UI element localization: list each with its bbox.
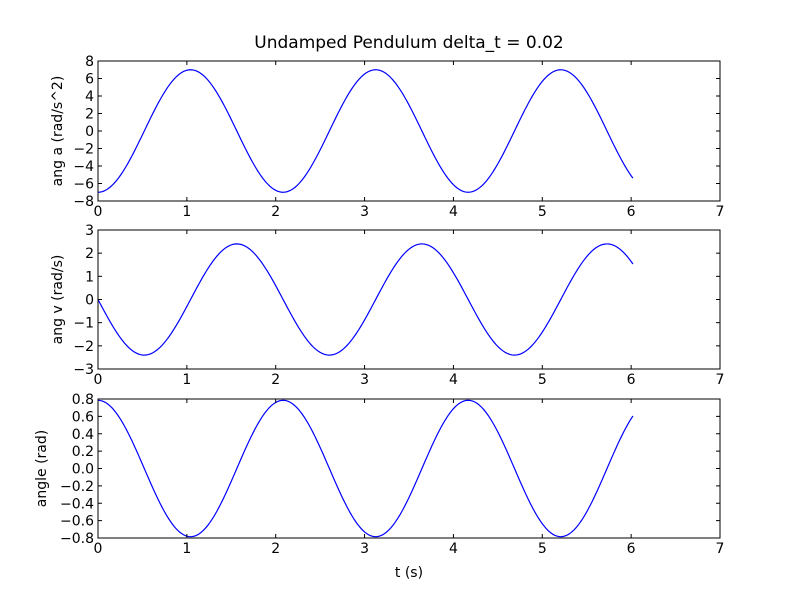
y-tick-label: 8 [85,54,94,70]
x-tick-label: 0 [94,541,103,557]
x-tick-label: 0 [94,204,103,220]
x-tick-label: 7 [716,372,725,388]
y-tick-label: 0 [85,293,94,309]
x-tick-label: 4 [449,204,458,220]
y-tick-label: 2 [85,246,94,262]
y-tick-label: 1 [85,269,94,285]
x-tick-label: 7 [716,204,725,220]
y-tick-label: −0.8 [60,531,94,547]
x-axis-label: t (s) [395,565,423,581]
x-tick-label: 6 [627,204,636,220]
axes-frame-acceleration [97,60,721,202]
y-tick-label: 0.6 [72,409,94,425]
y-tick-label: 4 [85,89,94,105]
y-axis-label-angle: angle (rad) [34,430,50,507]
series-line-angle [97,399,634,538]
y-tick-label: 6 [85,72,94,88]
x-tick-label: 6 [627,372,636,388]
x-tick-label: 2 [271,372,280,388]
x-tick-label: 3 [360,372,369,388]
y-tick-label: 0.2 [72,444,94,460]
subplot-angle: 0 1 2 3 4 5 6 7 −0.8−0.6 −0.4−0.20.0 0.20.4 0.60.8 a… [34,392,724,581]
y-tick-label: 0.0 [72,462,94,478]
series-line-acceleration [97,69,634,193]
x-tick-label: 0 [94,372,103,388]
x-tick-label: 4 [449,541,458,557]
y-tick-label: 0.8 [72,392,94,408]
x-tick-label: 3 [360,541,369,557]
y-tick-label: −2 [73,339,94,355]
x-tick-label: 1 [182,541,191,557]
x-tick-label: 1 [182,204,191,220]
x-tick-label: 6 [627,541,636,557]
x-tick-label: 3 [360,204,369,220]
x-tick-label: 7 [716,541,725,557]
x-tick-label: 4 [449,372,458,388]
y-tick-label: −1 [73,316,94,332]
y-tick-label: −2 [73,142,94,158]
y-tick-label: 3 [85,223,94,239]
x-tick-label: 2 [271,204,280,220]
y-tick-label: −8 [73,194,94,210]
y-tick-label: −0.6 [60,514,94,530]
x-tick-label: 5 [538,204,547,220]
y-tick-label: −0.4 [60,496,94,512]
y-tick-label: 0 [85,124,94,140]
series-line-velocity [97,243,634,356]
y-axis-label-acceleration: ang a (rad/s^2) [50,76,66,187]
y-tick-label: −0.2 [60,479,94,495]
axes-frame-angle [97,398,721,539]
x-tick-label: 5 [538,541,547,557]
x-tick-label: 1 [182,372,191,388]
y-axis-label-velocity: ang v (rad/s) [50,255,66,345]
y-tick-label: 2 [85,107,94,123]
axes-frame-velocity [97,229,721,370]
x-tick-label: 2 [271,541,280,557]
x-tick-label: 5 [538,372,547,388]
y-tick-label: 0.4 [72,427,94,443]
chart-title: Undamped Pendulum delta_t = 0.02 [254,33,563,53]
y-tick-label: −4 [73,159,94,175]
subplot-velocity: 0 1 2 3 4 5 6 7 −3 −2 −1 0 1 2 3 ang v (rad/s) [50,223,724,388]
y-tick-label: −3 [73,362,94,378]
y-tick-label: −6 [73,177,94,193]
